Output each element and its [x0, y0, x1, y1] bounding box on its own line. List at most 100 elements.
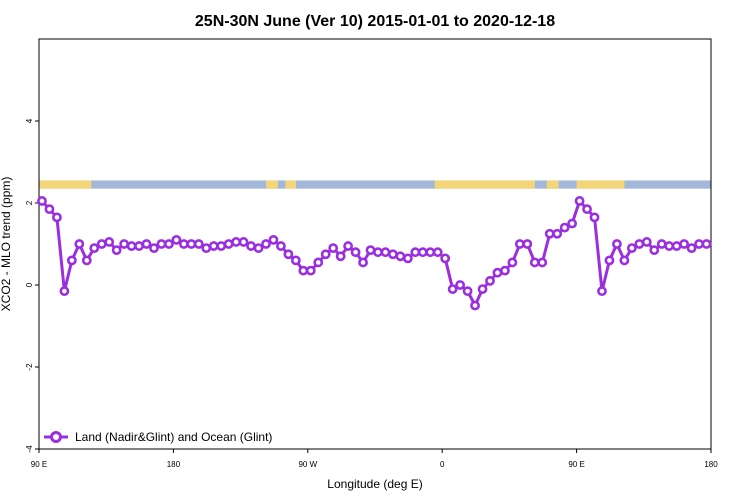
land-band-0 [39, 180, 92, 189]
data-point [567, 218, 578, 229]
legend-marker [50, 431, 62, 443]
y-axis: -4 -2 0 2 4 [25, 118, 39, 453]
data-point [619, 255, 630, 266]
data-point [283, 249, 294, 260]
data-point [238, 237, 249, 247]
x-tick-label-0: 90 E [31, 460, 47, 469]
data-point [656, 239, 667, 249]
y-tick-label-1: -2 [25, 363, 34, 371]
data-point [477, 284, 488, 294]
data-point [186, 239, 197, 249]
data-point [537, 257, 548, 268]
x-tick-label-1: 180 [167, 460, 181, 469]
data-point [276, 241, 286, 251]
data-point [432, 247, 443, 258]
data-point [81, 255, 92, 266]
data-point [582, 204, 592, 215]
data-point [440, 253, 451, 264]
data-point [589, 212, 600, 223]
x-tick-label-4: 90 E [568, 460, 584, 469]
data-point [514, 239, 525, 249]
data-point [425, 247, 436, 258]
data-point [253, 243, 264, 253]
data-point [216, 241, 227, 251]
data-point [320, 249, 331, 260]
data-point [89, 243, 100, 253]
data-point [701, 239, 712, 249]
data-point [455, 280, 466, 290]
data-point [597, 286, 607, 297]
data-point [679, 239, 690, 249]
data-point [544, 228, 555, 239]
data-point [111, 245, 122, 256]
data-point [350, 247, 361, 258]
data-point [66, 255, 77, 266]
data-point [410, 247, 421, 258]
data-point [626, 243, 637, 253]
land-band-3 [434, 180, 535, 189]
data-point [507, 257, 518, 268]
data-point [193, 239, 204, 249]
data-point [365, 245, 376, 256]
data-point [686, 243, 697, 253]
x-axis-label: Longitude (deg E) [327, 477, 422, 491]
data-point [395, 251, 406, 262]
data-point [141, 239, 152, 249]
data-point [335, 251, 346, 262]
data-point [612, 239, 622, 249]
data-point [447, 284, 458, 294]
x-tick-label-2: 90 W [298, 460, 317, 469]
ocean-band [39, 180, 711, 189]
data-point [313, 257, 324, 268]
data-point [694, 239, 704, 249]
data-point [417, 247, 428, 258]
legend: Land (Nadir&Glint) and Ocean (Glint) [44, 430, 272, 444]
data-point [164, 239, 174, 249]
y-tick-label-2: 0 [25, 282, 34, 287]
data-point [59, 286, 70, 297]
data-point [380, 247, 391, 258]
data-point [604, 255, 615, 266]
land-ocean-band [39, 180, 711, 189]
legend-label: Land (Nadir&Glint) and Ocean (Glint) [75, 430, 272, 444]
data-point [664, 241, 675, 251]
data-point [522, 239, 533, 249]
data-point [671, 241, 682, 251]
data-point [485, 275, 495, 286]
data-point [529, 257, 540, 268]
data-point [574, 196, 585, 206]
data-point [261, 239, 271, 249]
data-point [305, 265, 316, 276]
data-point [208, 241, 219, 251]
data-point [649, 245, 660, 256]
data-point [149, 243, 159, 253]
series-layer [37, 196, 712, 311]
x-tick-label-3: 0 [440, 460, 445, 469]
data-point [126, 241, 137, 251]
data-point [201, 243, 212, 253]
data-point [470, 300, 480, 311]
land-band-4 [546, 180, 559, 189]
data-point [74, 239, 85, 249]
data-point [634, 239, 645, 249]
y-tick-label-0: -4 [25, 445, 34, 453]
land-band-2 [285, 180, 296, 189]
data-point [223, 239, 234, 249]
data-point [178, 239, 189, 249]
data-point [402, 253, 413, 264]
data-point [134, 241, 144, 251]
data-point [268, 234, 279, 245]
data-point [96, 239, 107, 249]
data-point [328, 243, 339, 253]
y-axis-label: XCO2 - MLO trend (ppm) [0, 177, 13, 312]
data-point [290, 255, 301, 266]
data-point [104, 237, 115, 247]
data-point [500, 265, 510, 276]
data-point [119, 239, 130, 249]
data-point [298, 265, 309, 276]
data-point [373, 247, 383, 258]
data-point [231, 237, 242, 247]
data-point [462, 286, 473, 297]
data-point [641, 237, 652, 247]
